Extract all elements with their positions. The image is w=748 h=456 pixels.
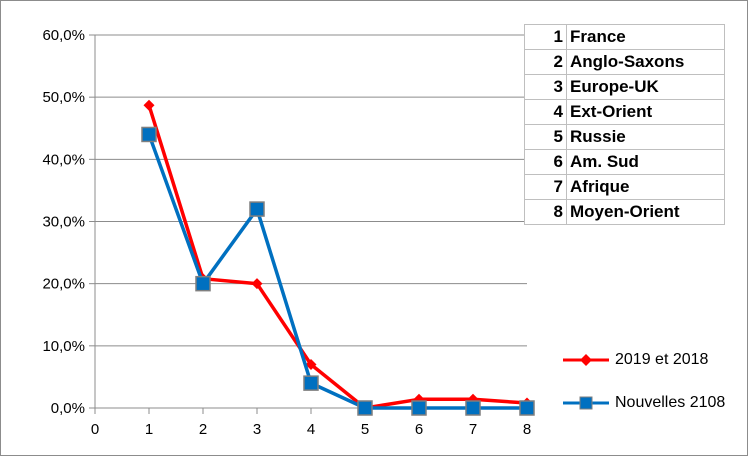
legend-label-series-2: Nouvelles 2108 — [615, 394, 726, 411]
data-point-square — [357, 400, 373, 416]
y-tick-label: 50,0% — [42, 89, 85, 106]
region-row: 1 France — [524, 24, 725, 50]
data-point-diamond — [305, 358, 317, 370]
x-tick-label: 5 — [361, 421, 369, 438]
x-tick-label: 8 — [523, 421, 531, 438]
data-point-square — [411, 400, 427, 416]
region-name: Afrique — [566, 174, 725, 200]
legend-marker-square-icon — [563, 396, 609, 410]
region-number: 6 — [524, 149, 567, 175]
region-number: 4 — [524, 99, 567, 125]
region-name: France — [566, 24, 725, 50]
x-tick-label: 0 — [91, 421, 99, 438]
region-number: 1 — [524, 24, 567, 50]
x-tick-label: 1 — [145, 421, 153, 438]
legend-entry-series-1: 2019 et 2018 — [561, 351, 708, 369]
region-row: 2 Anglo-Saxons — [524, 49, 725, 75]
data-point-diamond — [143, 99, 155, 111]
data-point-square — [141, 126, 157, 143]
x-tick-label: 4 — [307, 421, 315, 438]
region-number: 7 — [524, 174, 567, 200]
y-tick-label: 40,0% — [42, 151, 85, 168]
y-tick-label: 30,0% — [42, 214, 85, 231]
data-point-square — [303, 375, 319, 391]
gridlines — [95, 34, 527, 347]
region-name: Moyen-Orient — [566, 199, 725, 225]
region-number: 3 — [524, 74, 567, 100]
region-row: 4 Ext-Orient — [524, 99, 725, 125]
region-name: Anglo-Saxons — [566, 49, 725, 75]
legend-entry-series-2: Nouvelles 2108 — [561, 394, 725, 412]
region-number: 5 — [524, 124, 567, 150]
region-row: 6 Am. Sud — [524, 149, 725, 175]
legend-label-series-1: 2019 et 2018 — [615, 351, 709, 368]
series-group — [141, 99, 535, 416]
data-point-diamond — [251, 278, 263, 290]
y-tick-label: 10,0% — [42, 338, 85, 355]
x-tick-label: 7 — [469, 421, 477, 438]
y-tick-label: 20,0% — [42, 276, 85, 293]
data-point-square — [195, 275, 211, 292]
legend-marker-diamond-icon — [563, 354, 609, 366]
x-tick-label: 2 — [199, 421, 207, 438]
x-tick-label: 6 — [415, 421, 423, 438]
region-legend-table: 1 France 2 Anglo-Saxons 3 Europe-UK 4 Ext-Orien… — [524, 24, 725, 225]
region-name: Russie — [566, 124, 725, 150]
x-tick-labels: 0 1 2 3 4 5 6 7 8 — [91, 421, 531, 438]
region-row: 3 Europe-UK — [524, 74, 725, 100]
data-point-square — [465, 400, 481, 416]
series-line-2 — [147, 133, 527, 410]
y-tick-label: 60,0% — [42, 27, 85, 44]
region-name: Ext-Orient — [566, 99, 725, 125]
region-row: 5 Russie — [524, 124, 725, 150]
region-number: 8 — [524, 199, 567, 225]
series-line-1 — [147, 104, 528, 410]
y-tick-labels: 0,0% 10,0% 20,0% 30,0% 40,0% 50,0% 60,0% — [42, 27, 85, 417]
region-row: 7 Afrique — [524, 174, 725, 200]
region-number: 2 — [524, 49, 567, 75]
data-point-square — [519, 400, 535, 416]
y-tick-label: 0,0% — [51, 400, 85, 417]
x-tick-label: 3 — [253, 421, 261, 438]
data-point-square — [249, 201, 265, 217]
region-row: 8 Moyen-Orient — [524, 199, 725, 225]
region-name: Am. Sud — [566, 149, 725, 175]
region-name: Europe-UK — [566, 74, 725, 100]
